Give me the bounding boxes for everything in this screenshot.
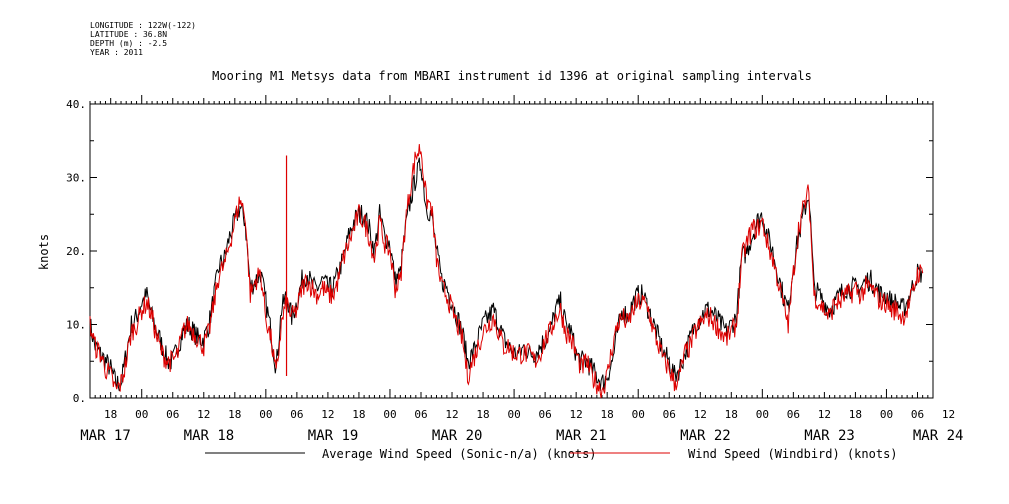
x-day-label: MAR 21 xyxy=(556,428,607,444)
legend: Average Wind Speed (Sonic-n/a) (knots) W… xyxy=(205,447,898,461)
x-hour-label: 12 xyxy=(942,408,955,421)
y-tick-label: 0. xyxy=(73,392,86,405)
y-tick-label: 20. xyxy=(66,245,86,258)
x-hour-label: 00 xyxy=(135,408,148,421)
x-hour-label: 18 xyxy=(228,408,241,421)
x-hour-label: 12 xyxy=(197,408,210,421)
x-hour-label: 00 xyxy=(507,408,520,421)
longitude-label: LONGITUDE : 122W(-122) xyxy=(90,21,196,30)
x-hour-label: 06 xyxy=(911,408,924,421)
x-day-label: MAR 22 xyxy=(680,428,731,444)
legend-label-windbird: Wind Speed (Windbird) (knots) xyxy=(688,447,898,461)
x-hour-label: 12 xyxy=(445,408,458,421)
x-hour-label: 18 xyxy=(725,408,738,421)
legend-label-average: Average Wind Speed (Sonic-n/a) (knots) xyxy=(322,447,597,461)
x-hour-label: 00 xyxy=(756,408,769,421)
y-tick-label: 10. xyxy=(66,319,86,332)
x-day-label: MAR 24 xyxy=(913,428,964,444)
x-day-label: MAR 18 xyxy=(184,428,235,444)
series-lines xyxy=(89,144,924,399)
y-tick-label: 30. xyxy=(66,172,86,185)
axis-ticks: 0. 10. 20. 30. 40. 18 00 06 12 18 00 06 12 18 00 06 12 18… xyxy=(66,95,963,444)
x-hour-label: 06 xyxy=(538,408,551,421)
x-hour-label: 18 xyxy=(476,408,489,421)
latitude-label: LATITUDE : 36.8N xyxy=(90,30,168,39)
x-hour-label: 12 xyxy=(818,408,831,421)
x-day-label: MAR 23 xyxy=(804,428,855,444)
x-hour-label: 18 xyxy=(104,408,117,421)
x-hour-label: 12 xyxy=(694,408,707,421)
x-day-label: MAR 17 xyxy=(80,428,131,444)
x-day-label: MAR 19 xyxy=(308,428,359,444)
x-hour-label: 06 xyxy=(290,408,303,421)
y-tick-label: 40. xyxy=(66,98,86,111)
y-axis-label: knots xyxy=(37,234,51,270)
x-hour-label: 06 xyxy=(787,408,800,421)
metadata-block: LONGITUDE : 122W(-122) LATITUDE : 36.8N … xyxy=(90,21,196,57)
chart-title: Mooring M1 Metsys data from MBARI instru… xyxy=(212,69,812,83)
x-day-label: MAR 20 xyxy=(432,428,483,444)
x-hour-label: 06 xyxy=(414,408,427,421)
x-hour-label: 18 xyxy=(849,408,862,421)
x-hour-label: 18 xyxy=(601,408,614,421)
depth-label: DEPTH (m) : -2.5 xyxy=(90,39,168,48)
x-hour-label: 00 xyxy=(632,408,645,421)
x-hour-label: 06 xyxy=(166,408,179,421)
x-hour-label: 18 xyxy=(352,408,365,421)
x-hour-label: 00 xyxy=(383,408,396,421)
x-hour-label: 00 xyxy=(880,408,893,421)
series-average-wind-speed xyxy=(89,157,924,392)
x-hour-label: 00 xyxy=(259,408,272,421)
x-hour-label: 12 xyxy=(321,408,334,421)
series-windbird-wind-speed xyxy=(89,144,924,399)
x-hour-label: 12 xyxy=(570,408,583,421)
x-hour-label: 06 xyxy=(663,408,676,421)
year-label: YEAR : 2011 xyxy=(90,48,143,57)
